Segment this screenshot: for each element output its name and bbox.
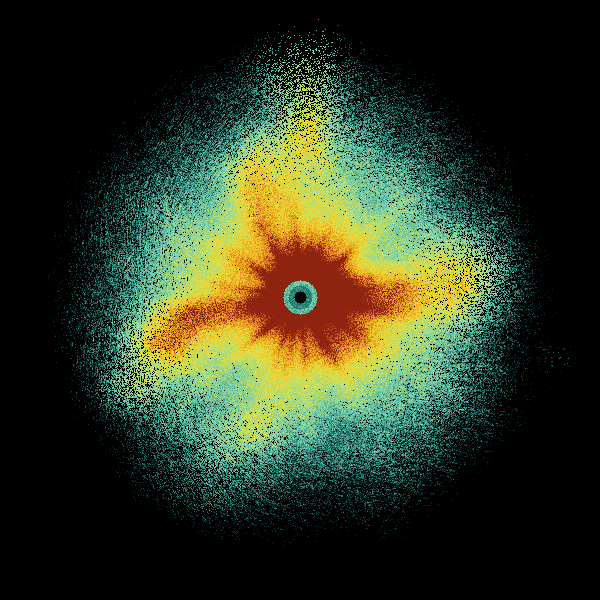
intensity-heatmap-canvas (0, 0, 600, 600)
surface-brightness-map (0, 0, 600, 600)
